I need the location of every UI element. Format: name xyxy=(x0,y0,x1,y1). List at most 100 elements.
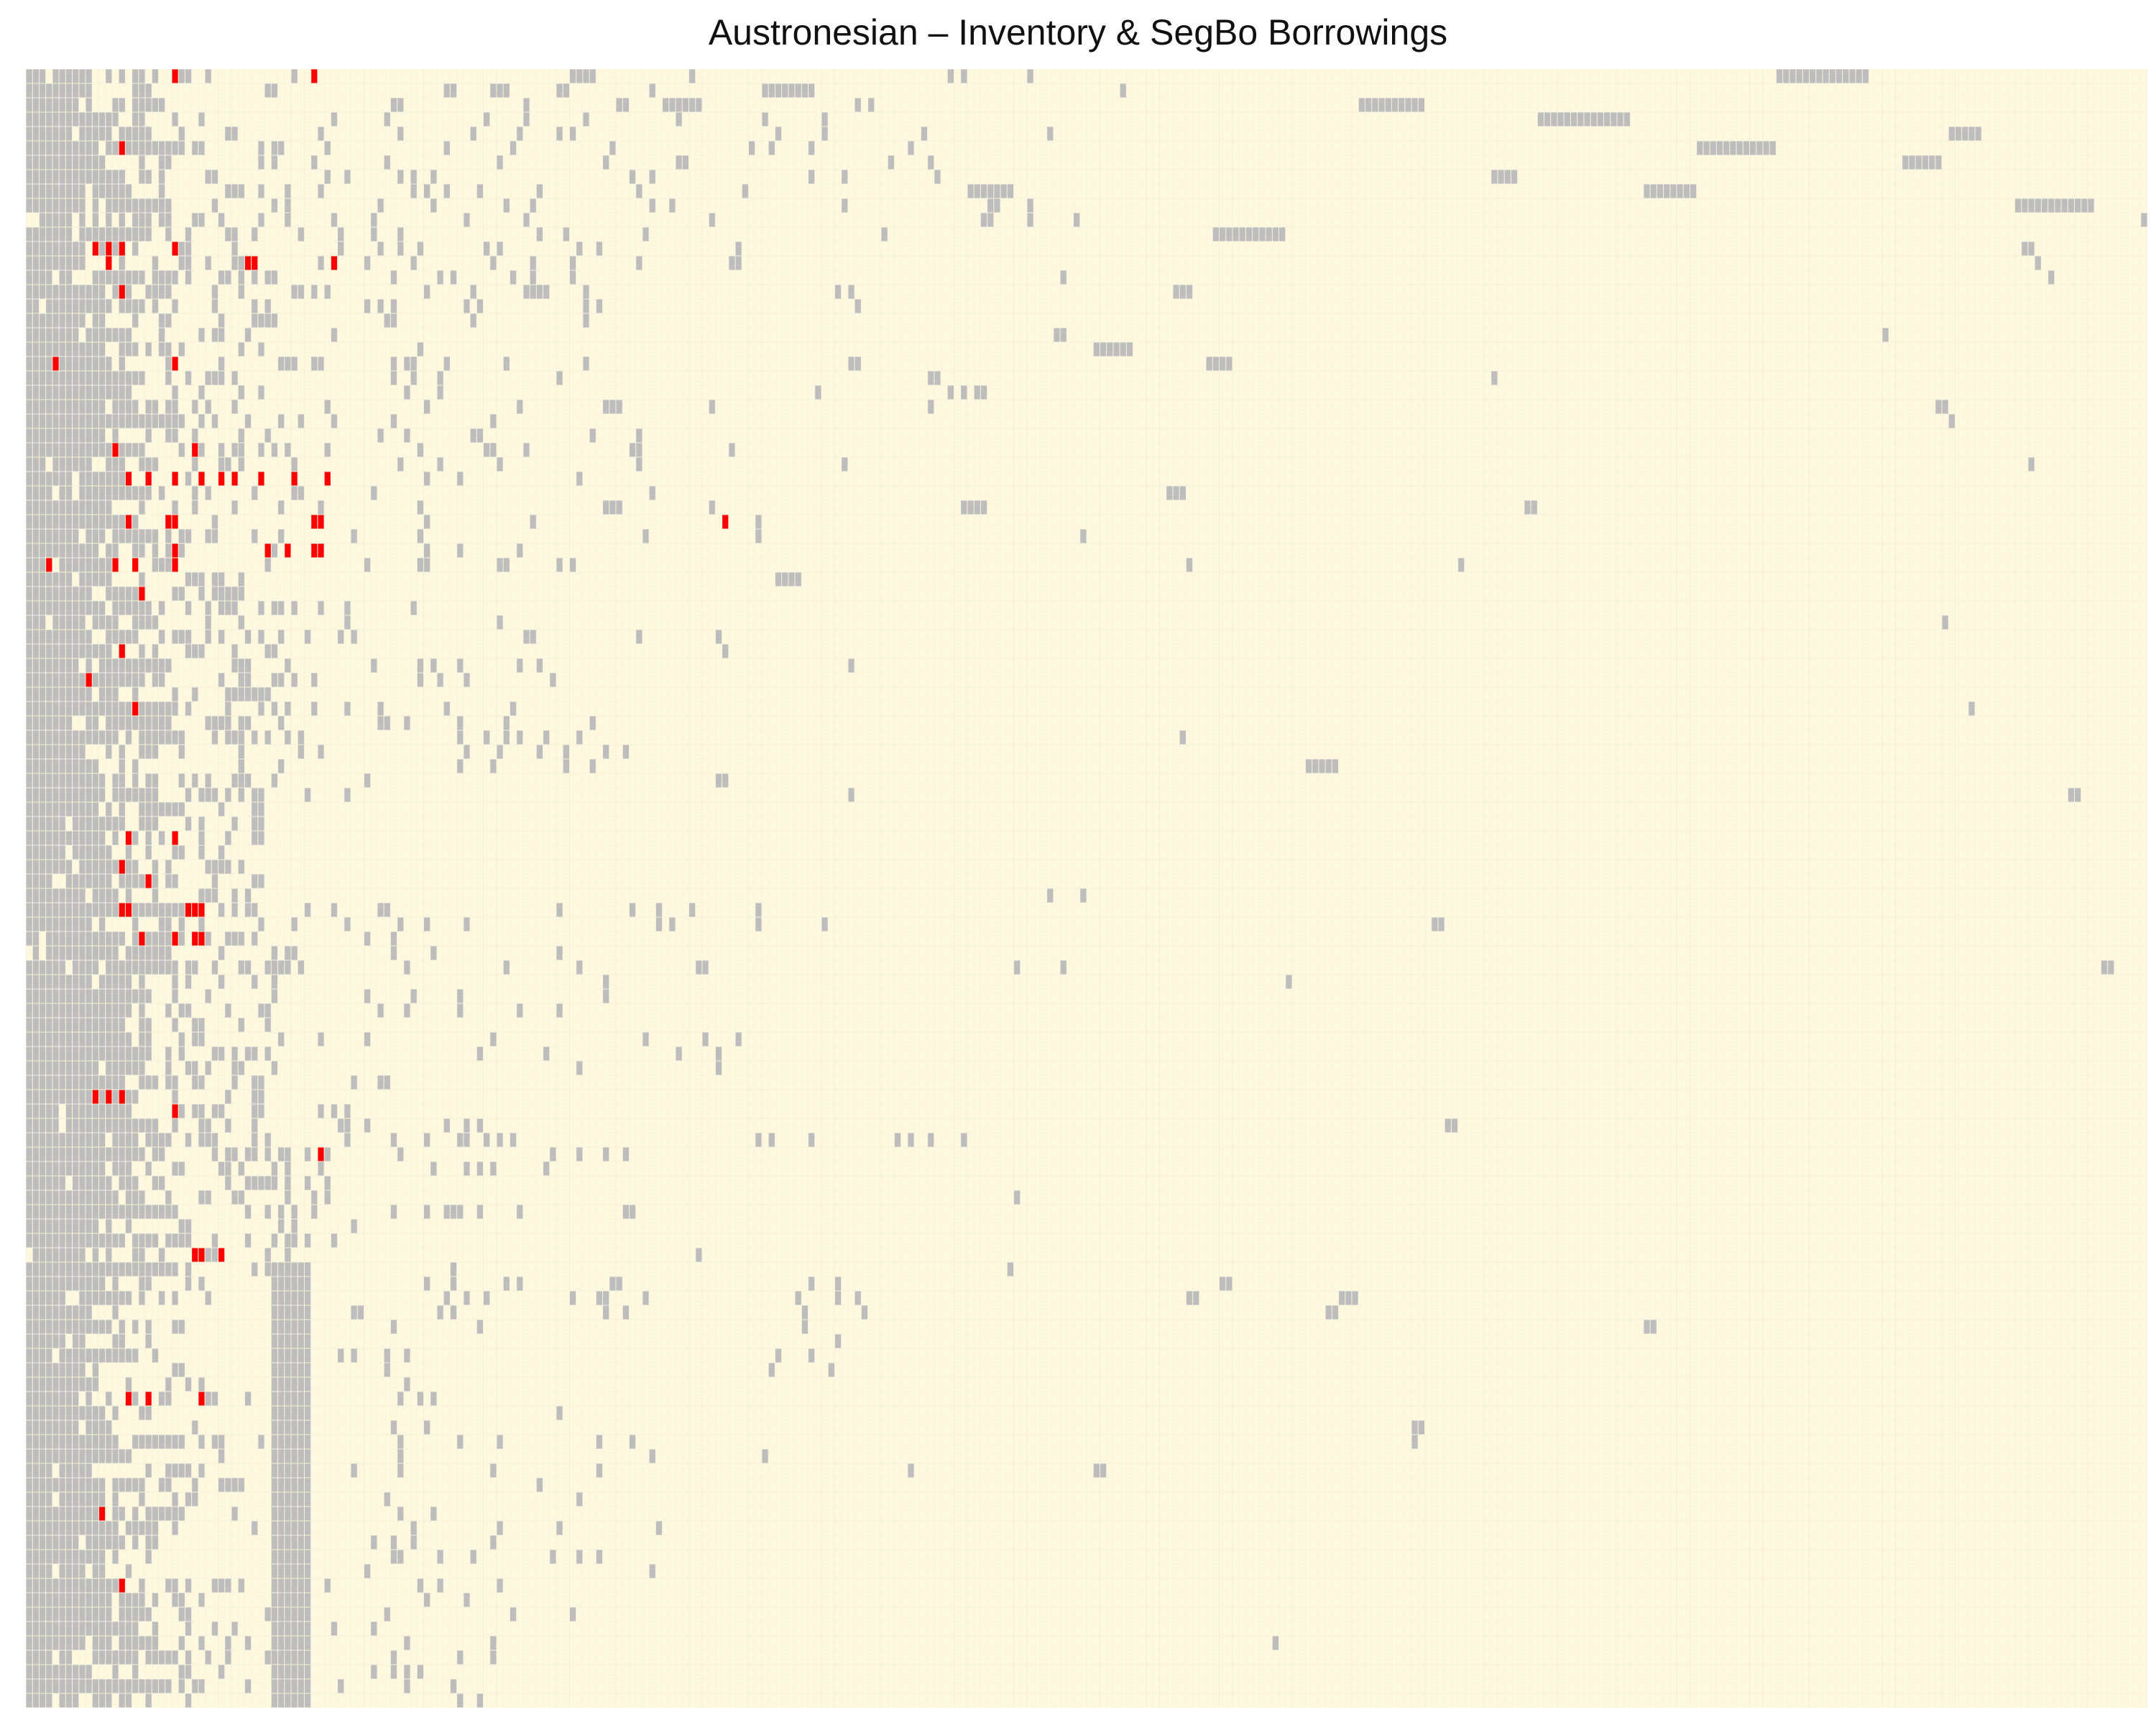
inventory-cell xyxy=(73,543,79,558)
inventory-cell xyxy=(26,1090,32,1104)
inventory-cell xyxy=(185,69,192,83)
inventory-cell xyxy=(39,960,46,975)
inventory-cell xyxy=(26,414,32,428)
inventory-cell xyxy=(119,932,125,946)
inventory-cell xyxy=(52,601,59,615)
inventory-cell xyxy=(371,227,377,242)
inventory-cell xyxy=(132,1248,139,1262)
inventory-cell xyxy=(1418,98,1424,112)
inventory-cell xyxy=(98,1276,106,1291)
inventory-cell xyxy=(178,1032,185,1046)
inventory-cell xyxy=(271,1392,278,1406)
inventory-cell xyxy=(211,1435,218,1449)
inventory-cell xyxy=(563,745,569,759)
inventory-cell xyxy=(252,1118,258,1133)
inventory-cell xyxy=(106,385,112,400)
inventory-cell xyxy=(616,500,622,515)
inventory-cell xyxy=(98,730,106,745)
inventory-cell xyxy=(152,903,158,917)
inventory-cell xyxy=(86,1305,92,1320)
inventory-cell xyxy=(1537,112,1544,126)
inventory-cell xyxy=(119,198,125,213)
inventory-cell xyxy=(490,1535,497,1550)
inventory-cell xyxy=(1074,213,1080,227)
inventory-cell xyxy=(304,1492,311,1506)
inventory-cell xyxy=(318,1162,324,1176)
inventory-cell xyxy=(65,112,73,126)
inventory-cell xyxy=(65,1276,73,1291)
inventory-cell xyxy=(32,1061,39,1075)
inventory-cell xyxy=(139,112,145,126)
inventory-cell xyxy=(52,745,59,759)
inventory-cell xyxy=(1432,917,1438,932)
inventory-cell xyxy=(205,630,211,644)
inventory-cell xyxy=(298,1550,304,1564)
inventory-cell xyxy=(39,1463,46,1478)
inventory-cell xyxy=(285,1564,291,1578)
inventory-cell xyxy=(344,1104,351,1118)
inventory-cell xyxy=(218,946,225,960)
inventory-cell xyxy=(39,1233,46,1248)
inventory-cell xyxy=(304,630,311,644)
inventory-cell xyxy=(59,1276,65,1291)
inventory-cell xyxy=(59,443,65,457)
inventory-cell xyxy=(1047,126,1054,141)
inventory-cell xyxy=(59,227,65,242)
inventory-cell xyxy=(324,1190,331,1205)
inventory-cell xyxy=(198,1593,205,1607)
inventory-cell xyxy=(205,1248,211,1262)
inventory-cell xyxy=(231,1190,238,1205)
inventory-cell xyxy=(46,98,52,112)
inventory-cell xyxy=(185,1003,192,1018)
inventory-cell xyxy=(106,1435,112,1449)
inventory-cell xyxy=(52,586,59,601)
inventory-cell xyxy=(390,270,397,285)
inventory-cell xyxy=(52,342,59,356)
inventory-cell xyxy=(125,443,132,457)
inventory-cell xyxy=(112,1535,119,1550)
inventory-cell xyxy=(178,69,185,83)
inventory-cell xyxy=(52,256,59,270)
inventory-cell xyxy=(112,975,119,989)
inventory-cell xyxy=(26,170,32,184)
inventory-cell xyxy=(26,529,32,543)
inventory-cell xyxy=(629,1205,636,1219)
inventory-cell xyxy=(65,1578,73,1593)
inventory-cell xyxy=(132,69,139,83)
inventory-cell xyxy=(218,716,225,730)
inventory-cell xyxy=(159,328,165,342)
inventory-cell xyxy=(211,198,218,213)
inventory-cell xyxy=(59,1550,65,1564)
inventory-cell xyxy=(98,472,106,486)
inventory-cell xyxy=(390,1205,397,1219)
inventory-cell xyxy=(52,975,59,989)
inventory-cell xyxy=(112,1305,119,1320)
inventory-cell xyxy=(934,371,941,385)
inventory-cell xyxy=(172,960,178,975)
inventory-cell xyxy=(159,702,165,716)
inventory-cell xyxy=(86,1133,92,1147)
inventory-cell xyxy=(132,213,139,227)
inventory-cell xyxy=(252,1176,258,1190)
inventory-cell xyxy=(152,615,158,630)
inventory-cell xyxy=(231,1506,238,1521)
borrowed-cell xyxy=(172,543,178,558)
inventory-cell xyxy=(79,1593,86,1607)
inventory-cell xyxy=(285,1593,291,1607)
inventory-cell xyxy=(98,773,106,788)
inventory-cell xyxy=(52,816,59,831)
inventory-cell xyxy=(145,126,152,141)
inventory-cell xyxy=(119,227,125,242)
inventory-cell xyxy=(165,1463,172,1478)
inventory-cell xyxy=(178,256,185,270)
inventory-cell xyxy=(132,903,139,917)
inventory-cell xyxy=(46,845,52,860)
inventory-cell xyxy=(589,428,596,443)
inventory-cell xyxy=(1922,155,1929,170)
inventory-cell xyxy=(271,270,278,285)
inventory-cell xyxy=(291,601,298,615)
inventory-cell xyxy=(271,1233,278,1248)
inventory-cell xyxy=(73,1693,79,1708)
inventory-cell xyxy=(1253,227,1259,242)
inventory-cell xyxy=(159,630,165,644)
